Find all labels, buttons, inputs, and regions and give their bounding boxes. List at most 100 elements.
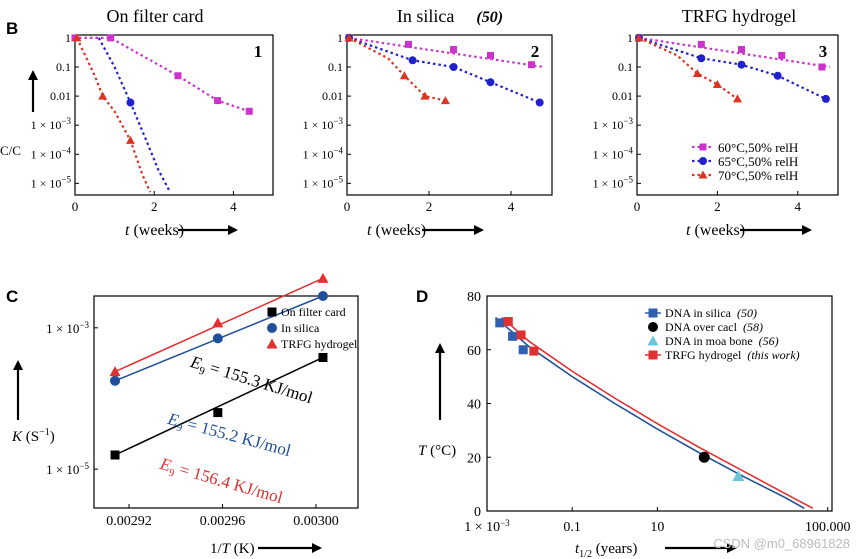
b3-point	[634, 33, 644, 42]
c-legend-label: In silica	[281, 321, 320, 335]
b2-title-text: In silica	[397, 6, 454, 26]
b2-xtick-label: 4	[508, 199, 515, 214]
b2-ytick-label: 1	[337, 31, 343, 45]
b1-xtick-label: 4	[230, 199, 237, 214]
b1-fit-line-1	[78, 36, 250, 113]
d-point	[732, 470, 745, 482]
b2-point	[405, 40, 412, 48]
b3-point	[697, 54, 706, 63]
d-frame	[486, 295, 833, 512]
b2-xlabel-var: t	[367, 222, 372, 239]
panel-label-b: B	[6, 19, 18, 38]
b1-point	[214, 97, 222, 105]
b1-ytick-label: 1 × 10−5	[31, 174, 72, 190]
c-frame	[93, 295, 359, 509]
b1-ytick-label: 1 × 10−4	[31, 145, 72, 161]
c-point	[212, 333, 223, 344]
b3-point	[692, 68, 702, 77]
b2-point	[399, 71, 409, 80]
d-ytick-label: 60	[467, 344, 481, 359]
b3-xlabel-rest: (weeks)	[690, 222, 745, 239]
c-xlabel-pre: 1/	[210, 541, 223, 557]
b2-xtick-label: 0	[344, 199, 351, 214]
c-xlabel-var: T	[222, 541, 232, 557]
b3-xtick-label: 2	[714, 199, 721, 214]
b2-title: In silica (50)	[397, 6, 503, 26]
b1-title: On filter card	[107, 6, 204, 26]
b3-title: TRFG hydrogel	[682, 6, 797, 26]
b2-point	[449, 63, 458, 71]
b1-xlabel-rest: (weeks)	[129, 222, 184, 239]
b3-ytick-label: 1 × 10−4	[593, 145, 634, 161]
b2-ytick-label: 1 × 10−3	[303, 116, 344, 132]
d-xtick-label: 100.000	[805, 520, 851, 535]
d-legend-label: DNA in moa bone (56)	[665, 334, 779, 348]
b1-xlabel: t (weeks)	[125, 222, 184, 239]
b3-fit-line-1	[638, 36, 831, 69]
b3-point	[697, 40, 705, 48]
b2-point	[486, 78, 495, 87]
chart-b3: TRFG hydrogel 3 1 0.1 0.01 1 × 10−3 1 × 10−4…	[593, 6, 839, 239]
b3-point	[821, 94, 830, 103]
chart-c: 1 × 10−5 1 × 10−3 0.00292 0.00296 0.00300 On…	[11, 272, 359, 557]
panel-label-c: C	[6, 287, 18, 306]
b3-panel-number: 3	[819, 42, 828, 61]
b1-ylabel: C/C	[0, 143, 21, 158]
c-point	[110, 450, 120, 460]
b3-xlabel: t (weeks)	[686, 222, 745, 239]
c-ylabel-close: )	[50, 429, 55, 445]
c-legend-label: On filter card	[281, 305, 346, 319]
c-point	[110, 375, 121, 386]
c-ylabel-rest: (S	[22, 429, 39, 445]
b2-point	[408, 56, 417, 65]
c-xlabel: 1/T (K)	[210, 541, 255, 557]
d-xtick-label: 1 × 10−3	[464, 518, 510, 535]
c-annotation-2: E9 = 155.2 KJ/mol	[164, 409, 293, 463]
b1-fit-line-2	[97, 37, 172, 193]
b1-fit-line-3	[75, 37, 152, 193]
b2-point	[535, 98, 544, 107]
d-point	[508, 331, 518, 341]
d-ytick-label: 20	[467, 451, 481, 466]
d-fit-line-1	[494, 316, 805, 510]
b3-xlabel-var: t	[686, 222, 691, 239]
d-legend-marker	[648, 350, 658, 360]
c-ytick-label: 1 × 10−3	[46, 320, 89, 336]
b2-point	[420, 91, 430, 100]
d-legend-label: DNA in silica (50)	[665, 306, 757, 320]
c-legend-label: TRFG hydrogel	[281, 337, 358, 351]
b1-ytick-label: 1	[65, 31, 71, 45]
d-legend-label: TRFG hydrogel (this work)	[665, 348, 800, 362]
b1-point	[125, 135, 135, 144]
b3-point	[738, 45, 746, 53]
c-point	[318, 352, 328, 362]
b3-xtick-label: 0	[634, 199, 641, 214]
b3-ytick-label: 1 × 10−3	[593, 116, 634, 132]
b2-ytick-label: 0.1	[328, 60, 343, 74]
b3-legend-marker	[698, 170, 708, 179]
d-point	[503, 317, 513, 327]
d-point	[529, 346, 539, 356]
c-ylabel-exp: −1	[39, 427, 50, 438]
c-legend-marker	[267, 323, 277, 333]
c-ylabel: K (S−1)	[11, 427, 55, 445]
b3-fit-line-2	[638, 36, 827, 100]
d-legend-marker	[647, 335, 659, 346]
b2-xlabel: t (weeks)	[367, 222, 426, 239]
c-point	[109, 366, 121, 377]
b3-legend-label: 65°C,50% relH	[718, 154, 798, 169]
b1-point	[107, 34, 115, 42]
d-fit-line-2	[501, 316, 814, 510]
b1-ytick-label: 0.01	[50, 89, 71, 103]
b1-ytick-label: 0.1	[56, 60, 71, 74]
watermark: CSDN @m0_68961828	[713, 536, 850, 551]
c-ytick-label: 1 × 10−5	[46, 461, 89, 477]
d-point	[495, 318, 505, 328]
b3-point	[773, 71, 782, 80]
c-legend: On filter card In silica TRFG hydrogel	[266, 305, 358, 351]
b1-xlabel-var: t	[125, 222, 130, 239]
d-ylabel-rest: (°C)	[426, 443, 456, 459]
b2-fit-line-2	[348, 36, 541, 104]
b3-ytick-label: 1	[627, 31, 633, 45]
